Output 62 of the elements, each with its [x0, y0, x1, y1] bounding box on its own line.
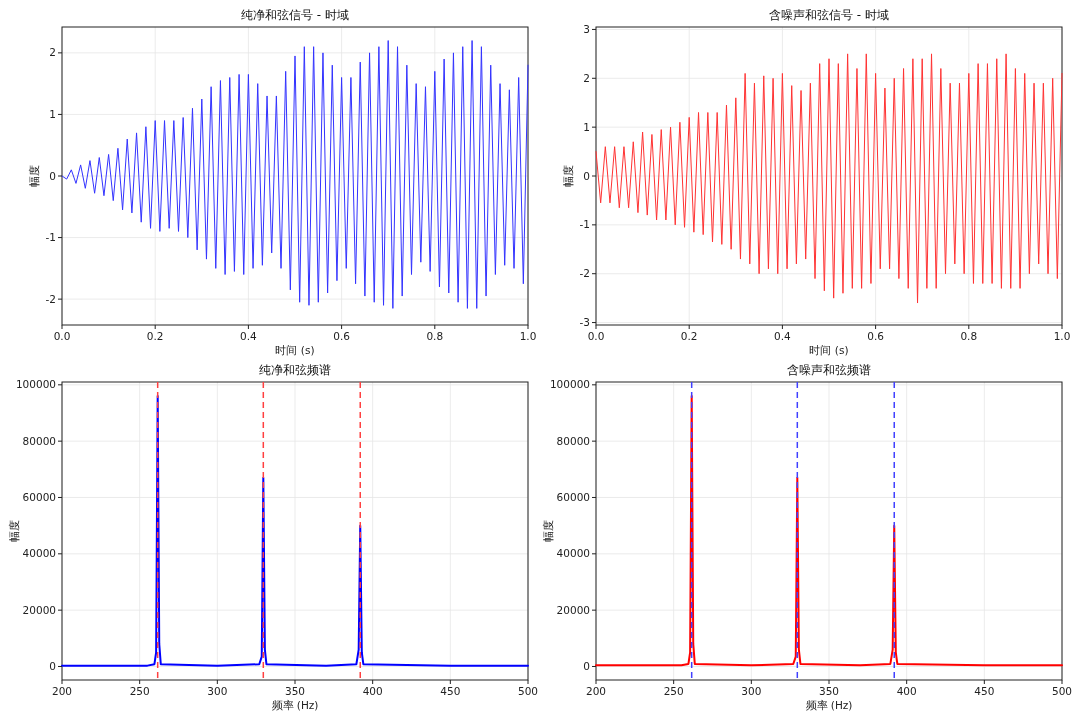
x-tick-label: 500 — [1051, 685, 1073, 697]
y-tick-label: 2 — [583, 71, 590, 84]
y-tick-label: 1 — [583, 120, 590, 133]
y-tick-label: 100000 — [549, 378, 590, 391]
y-tick-label: 0 — [49, 659, 56, 672]
x-tick-label: 0.8 — [426, 330, 444, 342]
x-axis-title: 频率 (Hz) — [805, 699, 853, 711]
x-tick-label: 350 — [284, 685, 306, 697]
y-tick-label: 0 — [49, 169, 56, 182]
y-tick-label: 3 — [583, 22, 590, 35]
y-tick-label: 0 — [583, 169, 590, 182]
y-tick-label: 80000 — [22, 434, 56, 447]
x-tick-label: 200 — [51, 685, 73, 697]
x-axis-title: 时间 (s) — [275, 344, 315, 356]
chart-title: 纯净和弦频谱 — [259, 363, 331, 377]
x-tick-label: 200 — [585, 685, 607, 697]
x-tick-label: 250 — [129, 685, 150, 697]
x-tick-label: 500 — [517, 685, 539, 697]
x-tick-label: 450 — [974, 685, 995, 697]
y-tick-label: -1 — [579, 218, 590, 231]
x-tick-label: 0.0 — [587, 330, 605, 342]
x-axis-title: 频率 (Hz) — [271, 699, 319, 711]
y-tick-label: 40000 — [556, 547, 590, 560]
x-tick-label: 0.2 — [680, 330, 698, 342]
y-axis-title: 幅度 — [28, 165, 40, 187]
y-tick-label: 100000 — [15, 378, 56, 391]
x-tick-label: 0.4 — [774, 330, 792, 342]
x-tick-label: 1.0 — [519, 330, 537, 342]
x-tick-label: 400 — [362, 685, 383, 697]
y-axis-title: 幅度 — [562, 165, 574, 187]
x-tick-label: 300 — [207, 685, 228, 697]
chart-title: 纯净和弦信号 - 时域 — [241, 8, 349, 22]
chart-title: 含噪声和弦信号 - 时域 — [769, 8, 889, 22]
x-tick-label: 400 — [896, 685, 917, 697]
chart-title: 含噪声和弦频谱 — [787, 363, 871, 377]
x-axis-title: 时间 (s) — [809, 344, 849, 356]
x-tick-label: 0.0 — [53, 330, 71, 342]
x-tick-label: 0.2 — [146, 330, 164, 342]
y-tick-label: 60000 — [22, 490, 56, 503]
y-tick-label: 20000 — [556, 603, 590, 616]
x-tick-label: 0.6 — [333, 330, 351, 342]
x-tick-label: 0.4 — [240, 330, 258, 342]
y-tick-label: 80000 — [556, 434, 590, 447]
y-tick-label: 1 — [49, 107, 56, 120]
x-tick-label: 250 — [663, 685, 684, 697]
y-tick-label: 20000 — [22, 603, 56, 616]
y-tick-label: 2 — [49, 46, 56, 59]
x-tick-label: 1.0 — [1053, 330, 1071, 342]
x-tick-label: 450 — [440, 685, 461, 697]
x-tick-label: 0.8 — [960, 330, 978, 342]
y-tick-label: -2 — [45, 292, 56, 305]
y-axis-title: 幅度 — [542, 520, 554, 542]
y-tick-label: 0 — [583, 659, 590, 672]
x-tick-label: 0.6 — [867, 330, 885, 342]
x-tick-label: 350 — [818, 685, 840, 697]
y-tick-label: 40000 — [22, 547, 56, 560]
x-tick-label: 300 — [741, 685, 762, 697]
y-axis-title: 幅度 — [8, 520, 20, 542]
y-tick-label: -1 — [45, 231, 56, 244]
y-tick-label: -3 — [579, 316, 590, 329]
y-tick-label: -2 — [579, 267, 590, 280]
y-tick-label: 60000 — [556, 490, 590, 503]
